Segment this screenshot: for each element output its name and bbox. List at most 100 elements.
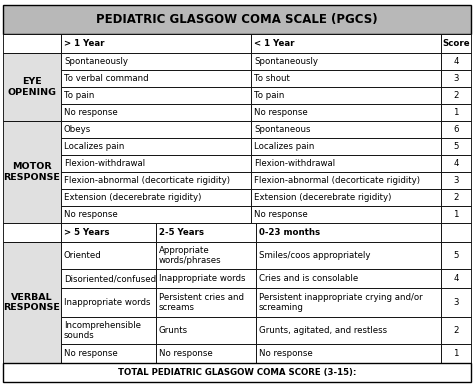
- Text: Obeys: Obeys: [64, 125, 91, 134]
- Bar: [441, 344, 471, 363]
- Bar: [251, 121, 441, 138]
- Text: 2-5 Years: 2-5 Years: [159, 228, 204, 237]
- Bar: [441, 172, 471, 189]
- Bar: [3, 223, 61, 242]
- Text: No response: No response: [64, 210, 118, 219]
- Bar: [441, 121, 471, 138]
- Bar: [61, 121, 251, 138]
- Text: Inappropriate words: Inappropriate words: [64, 298, 151, 307]
- Text: Spontaneous: Spontaneous: [254, 125, 310, 134]
- Bar: [61, 104, 251, 121]
- Text: < 1 Year: < 1 Year: [254, 39, 294, 48]
- Text: Spontaneously: Spontaneously: [64, 57, 128, 66]
- Bar: [61, 34, 251, 53]
- Bar: [3, 363, 471, 382]
- Bar: [156, 269, 256, 288]
- Text: Oriented: Oriented: [64, 251, 102, 260]
- Bar: [3, 34, 61, 53]
- Text: To pain: To pain: [64, 91, 94, 100]
- Text: MOTOR
RESPONSE: MOTOR RESPONSE: [4, 162, 61, 182]
- Text: 4: 4: [453, 274, 459, 283]
- Bar: [61, 344, 156, 363]
- Bar: [61, 288, 156, 317]
- Bar: [441, 34, 471, 53]
- Bar: [441, 242, 471, 269]
- Bar: [61, 223, 156, 242]
- Bar: [441, 155, 471, 172]
- Text: Flexion-withdrawal: Flexion-withdrawal: [254, 159, 335, 168]
- Text: To verbal command: To verbal command: [64, 74, 149, 83]
- Bar: [251, 34, 441, 53]
- Bar: [441, 288, 471, 317]
- Text: > 1 Year: > 1 Year: [64, 39, 104, 48]
- Text: 3: 3: [453, 298, 459, 307]
- Text: Smiles/coos appropriately: Smiles/coos appropriately: [259, 251, 371, 260]
- Text: 3: 3: [453, 74, 459, 83]
- Text: No response: No response: [159, 349, 213, 358]
- Text: Grunts, agitated, and restless: Grunts, agitated, and restless: [259, 326, 387, 335]
- Bar: [61, 138, 251, 155]
- Bar: [251, 53, 441, 70]
- Bar: [256, 269, 441, 288]
- Bar: [251, 189, 441, 206]
- Bar: [61, 206, 251, 223]
- Bar: [156, 317, 256, 344]
- Bar: [441, 189, 471, 206]
- Bar: [256, 242, 441, 269]
- Text: No response: No response: [64, 108, 118, 117]
- Bar: [441, 317, 471, 344]
- Bar: [256, 288, 441, 317]
- Bar: [61, 70, 251, 87]
- Bar: [61, 53, 251, 70]
- Text: Persistent inappropriate crying and/or
screaming: Persistent inappropriate crying and/or s…: [259, 293, 423, 312]
- Text: > 5 Years: > 5 Years: [64, 228, 109, 237]
- Bar: [156, 242, 256, 269]
- Text: 1: 1: [453, 210, 459, 219]
- Bar: [251, 138, 441, 155]
- Text: Flexion-abnormal (decorticate rigidity): Flexion-abnormal (decorticate rigidity): [64, 176, 230, 185]
- Bar: [441, 104, 471, 121]
- Text: Extension (decerebrate rigidity): Extension (decerebrate rigidity): [254, 193, 392, 202]
- Bar: [61, 317, 156, 344]
- Text: No response: No response: [254, 210, 308, 219]
- Bar: [441, 87, 471, 104]
- Bar: [61, 189, 251, 206]
- Text: 1: 1: [453, 108, 459, 117]
- Bar: [441, 223, 471, 242]
- Bar: [61, 155, 251, 172]
- Text: 3: 3: [453, 176, 459, 185]
- Text: 4: 4: [453, 159, 459, 168]
- Bar: [3, 121, 61, 223]
- Bar: [251, 206, 441, 223]
- Text: Localizes pain: Localizes pain: [254, 142, 314, 151]
- Text: Incomprehensible
sounds: Incomprehensible sounds: [64, 321, 141, 340]
- Text: 2: 2: [453, 193, 459, 202]
- Bar: [251, 87, 441, 104]
- Bar: [3, 5, 471, 34]
- Bar: [441, 138, 471, 155]
- Bar: [256, 317, 441, 344]
- Text: 6: 6: [453, 125, 459, 134]
- Bar: [61, 87, 251, 104]
- Bar: [251, 172, 441, 189]
- Text: 5: 5: [453, 142, 459, 151]
- Text: 2: 2: [453, 91, 459, 100]
- Text: 0-23 months: 0-23 months: [259, 228, 320, 237]
- Text: No response: No response: [64, 349, 118, 358]
- Bar: [441, 70, 471, 87]
- Text: Flexion-abnormal (decorticate rigidity): Flexion-abnormal (decorticate rigidity): [254, 176, 420, 185]
- Text: Score: Score: [442, 39, 470, 48]
- Bar: [251, 104, 441, 121]
- Bar: [61, 242, 156, 269]
- Text: 4: 4: [453, 57, 459, 66]
- Bar: [441, 269, 471, 288]
- Bar: [441, 53, 471, 70]
- Text: To shout: To shout: [254, 74, 290, 83]
- Bar: [251, 70, 441, 87]
- Bar: [61, 172, 251, 189]
- Bar: [61, 269, 156, 288]
- Text: Inappropriate words: Inappropriate words: [159, 274, 246, 283]
- Text: Localizes pain: Localizes pain: [64, 142, 124, 151]
- Text: TOTAL PEDIATRIC GLASGOW COMA SCORE (3-15):: TOTAL PEDIATRIC GLASGOW COMA SCORE (3-15…: [118, 368, 356, 377]
- Bar: [251, 155, 441, 172]
